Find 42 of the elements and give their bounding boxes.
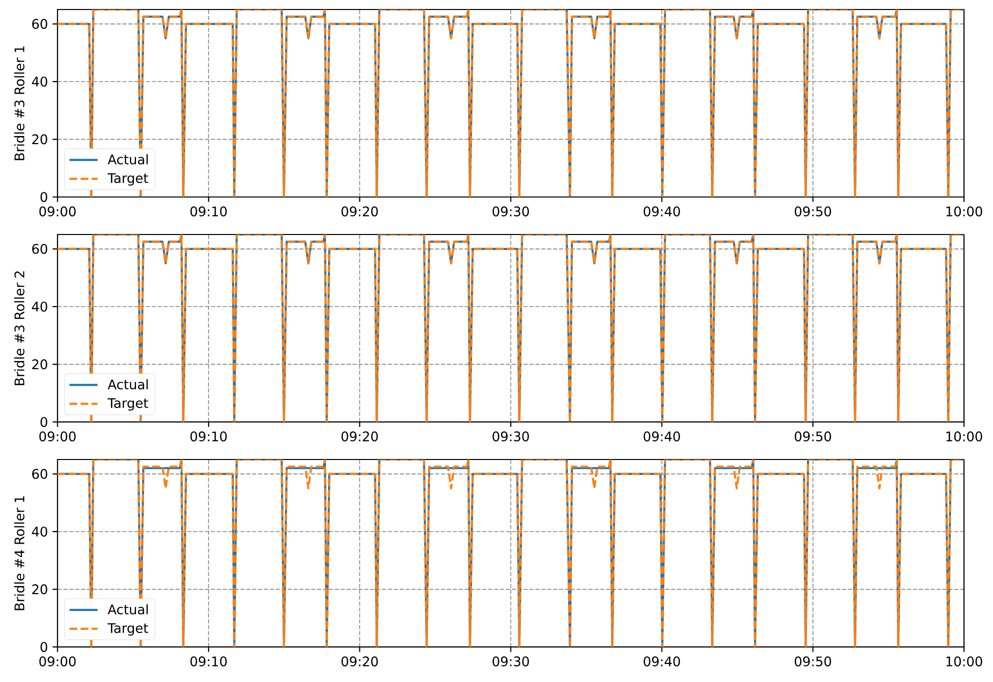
y-tick-label: 60 (32, 468, 48, 479)
x-tick-label: 09:10 (190, 656, 227, 666)
y-tick-label: 0 (40, 192, 48, 202)
legend-label: Actual (108, 604, 148, 614)
x-tick-label: 09:40 (644, 431, 680, 442)
y-axis-title: Bridle #3 Roller 2 (14, 271, 24, 386)
x-tick-label: 09:50 (794, 656, 832, 666)
x-tick-label: 10:00 (946, 656, 982, 666)
y-axis-title: Bridle #4 Roller 1 (14, 496, 24, 610)
x-tick-label: 09:20 (342, 206, 378, 216)
x-tick-label: 09:00 (39, 431, 76, 442)
y-tick-label: 0 (40, 642, 48, 652)
x-tick-label: 09:50 (794, 206, 832, 216)
y-tick-label: 40 (32, 526, 48, 537)
y-tick-label: 60 (32, 18, 48, 29)
y-tick-label: 40 (32, 76, 48, 87)
y-tick-label: 20 (32, 134, 48, 144)
x-tick-label: 09:10 (190, 431, 227, 442)
legend-label: Target (108, 173, 148, 186)
x-tick-label: 09:10 (190, 206, 227, 216)
x-tick-label: 09:00 (39, 656, 76, 666)
x-tick-label: 09:00 (39, 206, 76, 216)
x-tick-label: 10:00 (946, 431, 982, 442)
legend-label: Actual (108, 154, 148, 164)
x-tick-label: 09:30 (492, 431, 529, 442)
legend-label: Actual (108, 379, 148, 390)
x-tick-label: 09:50 (794, 431, 832, 442)
y-tick-label: 40 (32, 302, 48, 312)
x-tick-label: 09:30 (492, 656, 529, 666)
y-tick-label: 60 (32, 244, 48, 254)
y-tick-label: 20 (32, 584, 48, 594)
x-tick-label: 09:30 (492, 206, 529, 216)
x-tick-label: 10:00 (946, 206, 982, 216)
x-tick-label: 09:40 (644, 206, 680, 216)
x-tick-label: 09:20 (342, 656, 378, 666)
legend-label: Target (108, 623, 148, 636)
y-axis-title: Bridle #3 Roller 1 (14, 46, 24, 160)
y-tick-label: 0 (40, 416, 48, 427)
legend-label: Target (108, 398, 148, 411)
x-tick-label: 09:40 (644, 656, 680, 666)
x-tick-label: 09:20 (342, 431, 378, 442)
y-tick-label: 20 (32, 359, 48, 370)
